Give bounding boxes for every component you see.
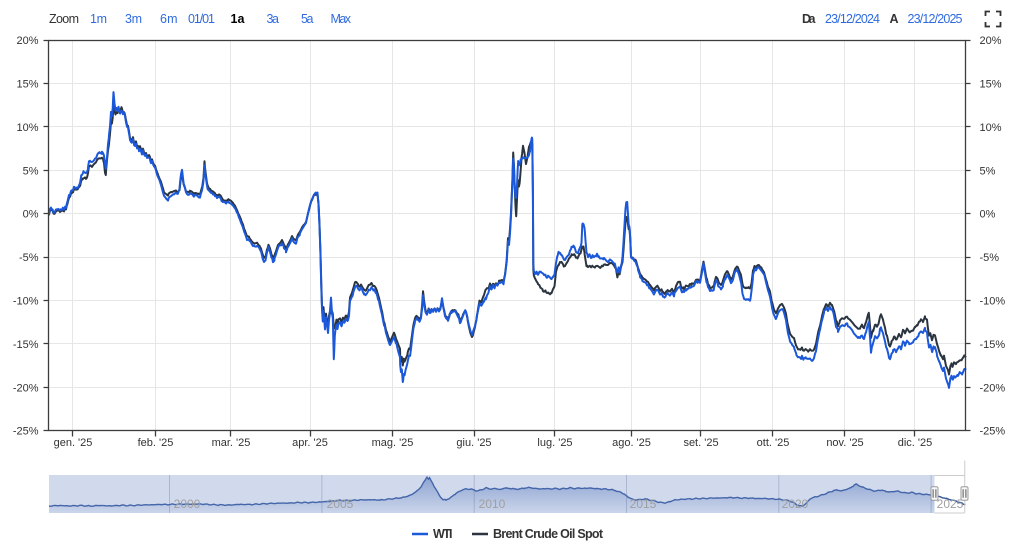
svg-text:5a: 5a [301,12,314,26]
svg-text:0%: 0% [980,209,996,221]
svg-text:6m: 6m [160,12,178,26]
svg-text:2025: 2025 [937,497,964,511]
svg-text:20%: 20% [16,35,38,47]
svg-text:-20%: -20% [980,382,1006,394]
svg-text:WTI: WTI [433,527,453,541]
svg-text:2005: 2005 [327,497,354,511]
svg-text:15%: 15% [16,79,38,91]
svg-text:-15%: -15% [13,339,39,351]
svg-text:ott. '25: ott. '25 [757,437,790,449]
svg-text:1m: 1m [90,12,107,26]
svg-text:20%: 20% [980,35,1002,47]
svg-text:2015: 2015 [630,497,657,511]
svg-text:15%: 15% [980,79,1002,91]
svg-text:23/12/2025: 23/12/2025 [908,12,963,26]
svg-text:gen. '25: gen. '25 [54,437,93,449]
svg-text:mar. '25: mar. '25 [212,437,251,449]
svg-text:Brent Crude Oil Spot: Brent Crude Oil Spot [493,527,604,541]
svg-text:3a: 3a [267,12,280,26]
svg-text:-25%: -25% [980,426,1006,438]
svg-text:2000: 2000 [174,497,201,511]
svg-text:Max: Max [331,12,352,26]
svg-text:0%: 0% [23,209,39,221]
svg-text:set. '25: set. '25 [683,437,718,449]
svg-text:5%: 5% [23,165,39,177]
svg-text:01/01: 01/01 [188,12,215,26]
svg-text:giu. '25: giu. '25 [456,437,491,449]
svg-text:10%: 10% [980,122,1002,134]
svg-text:23/12/2024: 23/12/2024 [825,12,880,26]
svg-text:-5%: -5% [980,252,1000,264]
svg-text:-15%: -15% [980,339,1006,351]
svg-text:-10%: -10% [980,296,1006,308]
svg-text:-25%: -25% [13,426,39,438]
svg-text:ago. '25: ago. '25 [612,437,651,449]
svg-text:1a: 1a [231,12,246,26]
svg-text:Zoom: Zoom [49,12,79,26]
svg-text:2020: 2020 [782,497,809,511]
svg-text:mag. '25: mag. '25 [372,437,414,449]
svg-text:lug. '25: lug. '25 [537,437,572,449]
svg-text:Da: Da [802,12,817,26]
svg-text:A: A [890,12,899,26]
svg-text:dic. '25: dic. '25 [898,437,933,449]
svg-text:-20%: -20% [13,382,39,394]
svg-text:3m: 3m [125,12,142,26]
svg-text:apr. '25: apr. '25 [292,437,328,449]
svg-text:2010: 2010 [479,497,506,511]
svg-text:5%: 5% [980,165,996,177]
svg-text:-5%: -5% [19,252,39,264]
svg-text:10%: 10% [16,122,38,134]
svg-text:feb. '25: feb. '25 [138,437,174,449]
svg-text:nov. '25: nov. '25 [826,437,863,449]
svg-text:-10%: -10% [13,296,39,308]
